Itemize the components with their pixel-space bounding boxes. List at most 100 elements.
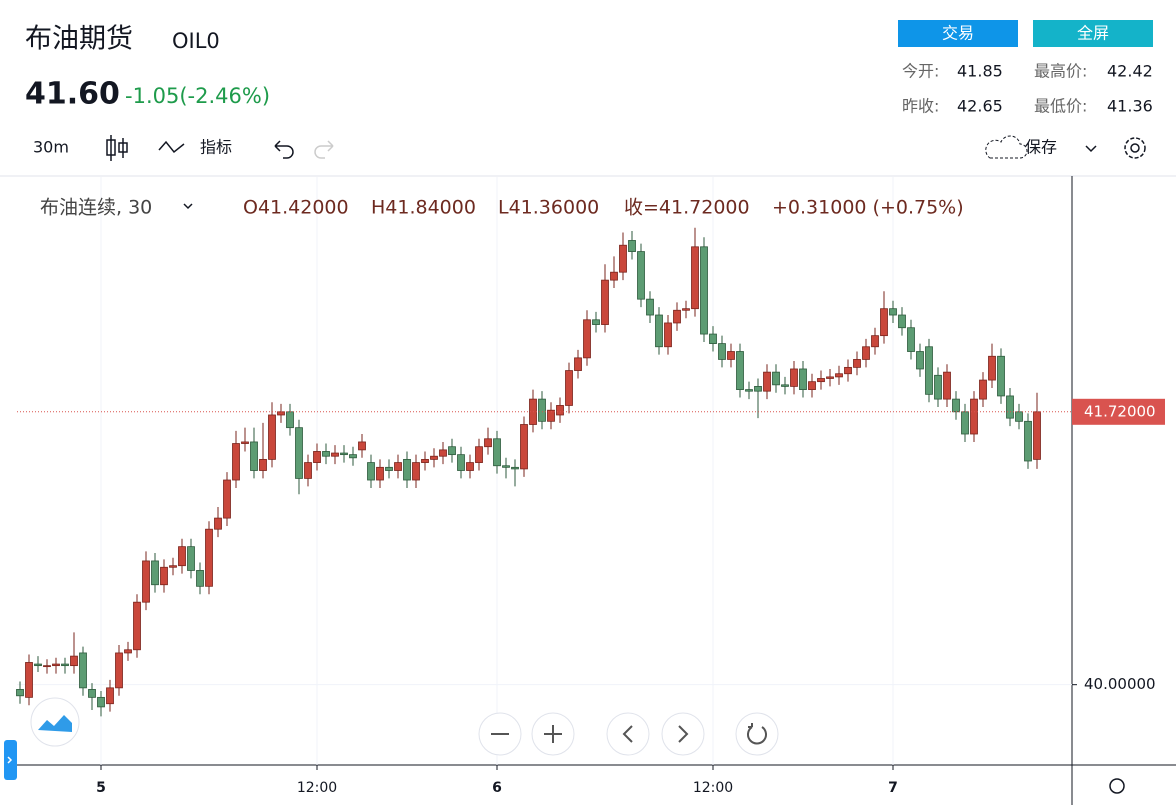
candle-body	[502, 465, 510, 468]
candle-body	[817, 378, 825, 383]
cloud-icon[interactable]	[985, 135, 1028, 159]
candle-body	[754, 386, 762, 392]
candle-body	[556, 405, 564, 416]
candle-body	[493, 438, 501, 467]
candle-body	[520, 424, 528, 470]
settings[interactable]	[1124, 137, 1146, 159]
candle-body	[835, 373, 843, 378]
candle-body	[268, 414, 276, 460]
candle-body	[151, 560, 159, 586]
candle-body	[655, 314, 663, 348]
candle-body	[547, 409, 555, 422]
candle-body	[286, 411, 294, 429]
candle-body	[16, 689, 24, 697]
trade-label[interactable]: 交易	[942, 24, 974, 43]
candle-body	[61, 663, 69, 667]
candle-body	[718, 343, 726, 360]
candle-body	[925, 346, 933, 395]
stat-value: 41.36	[1107, 97, 1153, 116]
candle-body	[484, 438, 492, 448]
candle-body	[43, 665, 51, 668]
redo[interactable]	[314, 140, 334, 159]
candle-body	[304, 462, 312, 479]
interval[interactable]: 30m	[33, 138, 69, 157]
candle-body	[88, 689, 96, 698]
candle-body	[259, 458, 267, 471]
scroll-right[interactable]	[661, 712, 705, 756]
logo-button[interactable]	[30, 697, 80, 747]
candle-body	[115, 652, 123, 689]
legend-open: O41.42000	[243, 197, 349, 219]
candle-body	[988, 355, 996, 381]
candle-body	[763, 371, 771, 392]
candle-body	[574, 357, 582, 371]
candle-body	[601, 279, 609, 325]
candle-body	[178, 546, 186, 567]
candle-body	[898, 314, 906, 329]
candle-body	[295, 427, 303, 479]
x-tick-label: 6	[492, 780, 502, 796]
undo[interactable]	[274, 140, 294, 159]
trade-button[interactable]	[898, 20, 1018, 47]
fullscreen-button[interactable]	[1033, 20, 1153, 47]
candle-body	[97, 696, 105, 708]
candle-body	[970, 398, 978, 435]
candle-body	[727, 351, 735, 360]
candle-body	[853, 359, 861, 368]
x-tick-label: 12:00	[297, 780, 337, 796]
candle-body	[808, 381, 816, 390]
indicator-icon[interactable]	[158, 140, 185, 154]
candle-body	[187, 546, 195, 571]
candle-body	[673, 309, 681, 324]
fullscreen-label[interactable]: 全屏	[1077, 24, 1109, 43]
candle-body	[142, 560, 150, 603]
scroll-left[interactable]	[606, 712, 650, 756]
candle-body	[52, 663, 60, 667]
candle-icon[interactable]	[106, 135, 128, 161]
candle-body	[124, 649, 132, 654]
candle-body	[475, 446, 483, 463]
save[interactable]: 保存	[1025, 138, 1057, 157]
save-menu[interactable]	[1085, 145, 1097, 153]
candle-body	[79, 652, 87, 689]
reset[interactable]	[735, 712, 779, 756]
stat-value: 42.65	[957, 97, 1003, 116]
candle-body	[250, 441, 258, 471]
candle-body	[232, 443, 240, 481]
candle-body	[223, 479, 231, 519]
candle-body	[241, 441, 249, 444]
candle-body	[169, 565, 177, 568]
axis-settings[interactable]	[1109, 778, 1125, 794]
legend-symbol: 布油连续, 30	[40, 197, 152, 219]
candle-body	[106, 687, 114, 705]
indicators[interactable]: 指标	[200, 138, 232, 157]
candle-body	[511, 466, 519, 470]
stat-label: 今开:	[902, 62, 939, 81]
stat-label: 最低价:	[1034, 97, 1087, 116]
candle-body	[403, 458, 411, 481]
candle-body	[133, 601, 141, 651]
legend-menu[interactable]	[183, 203, 193, 210]
candle-body	[466, 462, 474, 471]
candle-body	[682, 308, 690, 311]
candle-body	[196, 570, 204, 587]
plot: 40.00000 5 12:00 6 12:00 7 41.72000	[16, 177, 1165, 796]
candle-body	[700, 246, 708, 335]
candle-body	[565, 370, 573, 406]
candle-body	[1015, 411, 1023, 422]
candle-body	[25, 662, 33, 698]
candle-body	[331, 452, 339, 457]
candle-body	[844, 366, 852, 375]
candle-body	[709, 333, 717, 344]
candle-body	[1006, 395, 1014, 419]
candle-body	[448, 446, 456, 456]
legend-close: 收=41.72000	[624, 197, 750, 219]
x-tick-label: 5	[96, 780, 106, 796]
stat-label: 昨收:	[902, 97, 939, 116]
candle-body	[367, 462, 375, 481]
stat-label: 最高价:	[1034, 62, 1087, 81]
candle-body	[664, 322, 672, 348]
